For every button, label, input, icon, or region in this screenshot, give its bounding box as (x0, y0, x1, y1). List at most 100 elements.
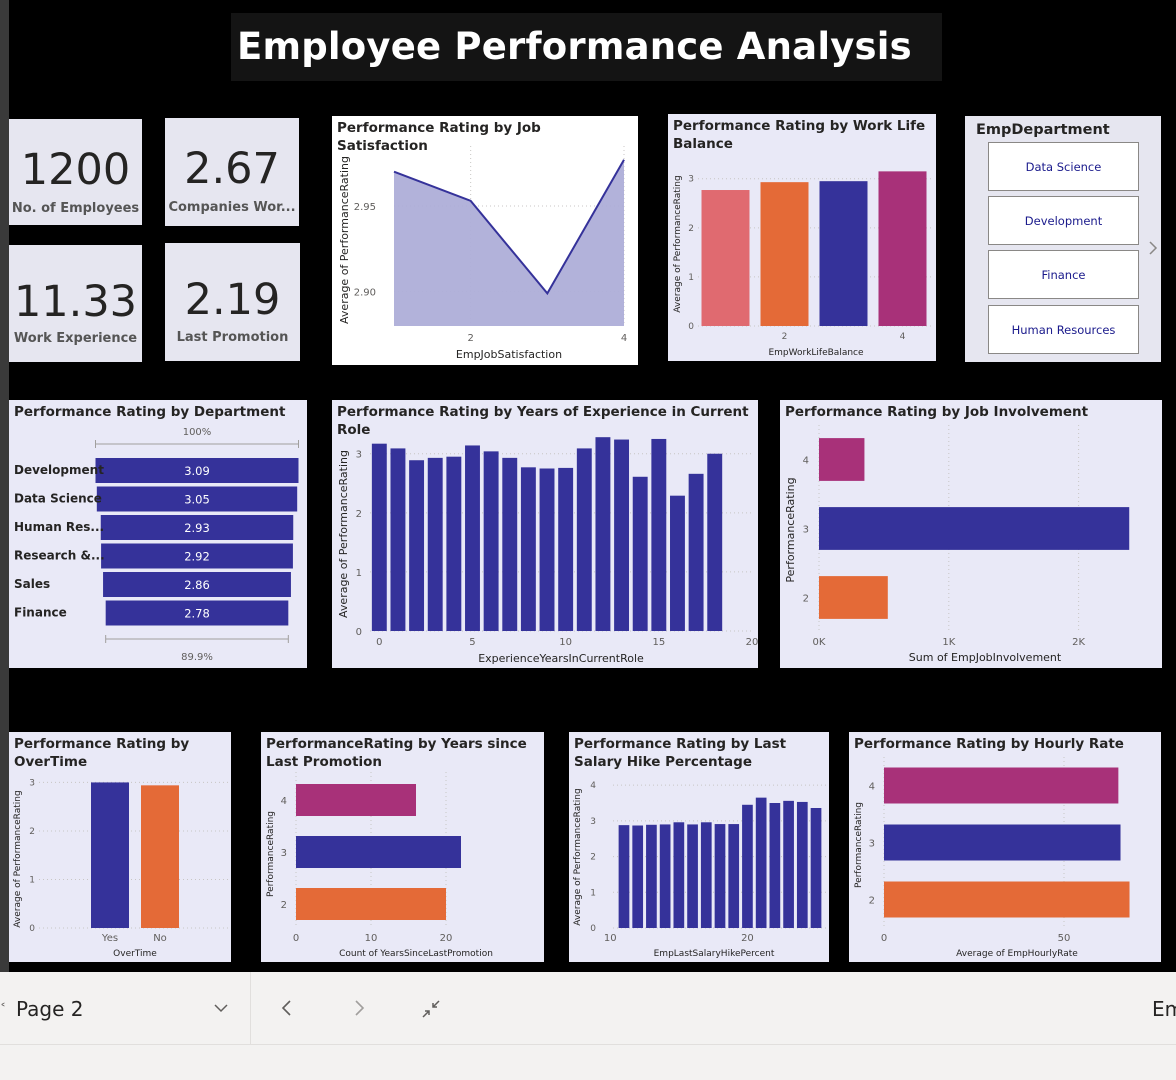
chart-job-involvement[interactable]: Performance Rating by Job Involvement 0K… (780, 400, 1162, 668)
chevron-right-icon[interactable] (1147, 240, 1159, 256)
x-axis-label: OverTime (113, 949, 157, 959)
bar (614, 439, 630, 631)
chevron-right-icon[interactable] (352, 999, 366, 1017)
chart-title: Performance Rating by Job Involvement (785, 404, 1089, 420)
chevron-left-icon[interactable] (280, 999, 294, 1017)
y-tick-label: 4 (869, 782, 875, 793)
bar (296, 888, 446, 920)
kpi-card-last-promotion[interactable]: 2.19 Last Promotion (165, 243, 300, 361)
slicer-item-finance[interactable]: Finance (988, 250, 1139, 299)
y-tick-label: 2 (29, 827, 35, 837)
slicer-item-human-resources[interactable]: Human Resources (988, 305, 1139, 354)
y-tick-label: 4 (803, 456, 809, 467)
x-axis-label: Sum of EmpJobInvolvement (909, 651, 1062, 664)
funnel-value-label: 2.78 (184, 607, 210, 621)
x-tick-label: 2 (782, 332, 788, 342)
bar (670, 495, 685, 631)
x-tick-label: 10 (559, 637, 572, 648)
chart-title: Performance Rating by OverTime (14, 736, 190, 770)
bar (646, 824, 657, 928)
divider (250, 972, 251, 1044)
y-tick-label: 3 (688, 175, 694, 185)
chevron-down-icon[interactable] (213, 1002, 229, 1014)
x-tick-label: No (153, 933, 167, 944)
bar (884, 767, 1119, 804)
chart-years-current-role[interactable]: Performance Rating by Years of Experienc… (332, 400, 758, 668)
y-tick-label: 3 (803, 525, 809, 536)
funnel-bar (105, 600, 289, 626)
y-tick-label: 3 (29, 778, 35, 788)
chart-title: Performance Rating by Last Salary Hike P… (574, 736, 787, 770)
chart-work-life-balance[interactable]: Performance Rating by Work Life Balance … (668, 114, 936, 361)
bar (673, 822, 685, 928)
x-tick-label: Yes (101, 933, 118, 944)
bar (819, 181, 868, 326)
y-tick-label: 2 (356, 509, 362, 520)
bar (483, 451, 499, 631)
area-fill (394, 159, 624, 326)
bar (371, 443, 387, 631)
y-axis-label: Average of PerformanceRating (673, 175, 683, 312)
chart-years-since-promotion-svg: 0 10 20 4 3 2 Count of YearsSinceLastPromotion… (266, 772, 493, 959)
bar (576, 448, 592, 631)
department-slicer[interactable]: EmpDepartment Data Science Development F… (965, 116, 1161, 362)
bar (884, 824, 1121, 861)
chart-years-since-promotion[interactable]: PerformanceRating by Years since Last Pr… (261, 732, 544, 962)
bottom-percent-label: 89.9% (181, 652, 213, 663)
bar (707, 453, 723, 631)
kpi-card-work-experience[interactable]: 11.33 Work Experience (9, 245, 142, 362)
y-tick-label: 2 (869, 896, 875, 907)
bar (632, 825, 644, 928)
chart-overtime-svg: 0 1 2 3 Yes No OverTime Average of PerformanceR… (13, 778, 229, 959)
bar (427, 457, 443, 631)
page-selector-label[interactable]: Page 2 (16, 997, 84, 1021)
y-tick-label: 4 (281, 796, 287, 807)
x-tick-label: 10 (604, 933, 617, 944)
funnel-category-label: Finance (14, 606, 67, 620)
bar (796, 801, 808, 928)
x-tick-label: 20 (746, 637, 758, 648)
bar (687, 824, 698, 928)
bar (595, 437, 611, 631)
bar (465, 445, 480, 631)
funnel-category-label: Human Res... (14, 520, 104, 534)
funnel-category-label: Development (14, 463, 104, 477)
x-tick-label: 2 (467, 333, 473, 344)
bar (390, 448, 406, 631)
bar (884, 881, 1130, 918)
slicer-title: EmpDepartment (976, 122, 1110, 138)
chart-department-svg: 100% 3.09 Development 3.05 Data Science 2.93 H… (14, 427, 299, 663)
x-tick-label: 0 (293, 933, 299, 944)
bar (659, 824, 671, 928)
bar (714, 824, 726, 928)
y-axis-label: Average of PerformanceRating (337, 450, 350, 618)
kpi-card-companies[interactable]: 2.67 Companies Wor... (165, 118, 299, 226)
kpi-label: Work Experience (13, 331, 138, 346)
x-tick-label: 10 (365, 933, 378, 944)
y-axis-label: Average of PerformanceRating (338, 156, 351, 324)
chart-job-satisfaction[interactable]: Performance Rating by Job Satisfaction 2… (332, 116, 638, 365)
top-percent-label: 100% (183, 427, 212, 438)
chart-salary-hike[interactable]: Performance Rating by Last Salary Hike P… (569, 732, 829, 962)
y-tick-label: 4 (590, 781, 596, 791)
slicer-item-development[interactable]: Development (988, 196, 1139, 245)
chart-job-involvement-svg: 0K 1K 2K 4 3 2 Sum of EmpJobInvolvement Perform… (784, 425, 1130, 664)
chart-department[interactable]: Performance Rating by Department 100% 3.0… (9, 400, 307, 668)
y-tick-label: 2 (281, 900, 287, 911)
kpi-card-employees[interactable]: 1200 No. of Employees (9, 119, 142, 225)
y-axis-label: Average of PerformanceRating (13, 790, 23, 927)
y-tick-label: 1 (356, 568, 362, 579)
chart-hourly-rate[interactable]: Performance Rating by Hourly Rate 0 50 4 3 2… (849, 732, 1161, 962)
chart-title: Performance Rating by Job Satisfaction (337, 120, 541, 154)
x-tick-label: 0 (376, 637, 382, 648)
funnel-value-label: 3.05 (184, 493, 210, 507)
chart-title: Performance Rating by Hourly Rate (854, 736, 1124, 752)
chart-overtime[interactable]: Performance Rating by OverTime 0 1 2 3 Yes No… (9, 732, 231, 962)
slicer-item-data-science[interactable]: Data Science (988, 142, 1139, 191)
y-axis-label: PerformanceRating (854, 802, 864, 888)
bar (520, 467, 536, 631)
chart-salary-hike-svg: 0 1 2 3 4 10 20 EmpLastSalaryHikePercent Average… (573, 781, 827, 959)
page-navigation-bar: ˂ Page 2 Em (0, 972, 1176, 1045)
funnel-value-label: 3.09 (184, 464, 210, 478)
collapse-icon[interactable] (421, 999, 441, 1019)
